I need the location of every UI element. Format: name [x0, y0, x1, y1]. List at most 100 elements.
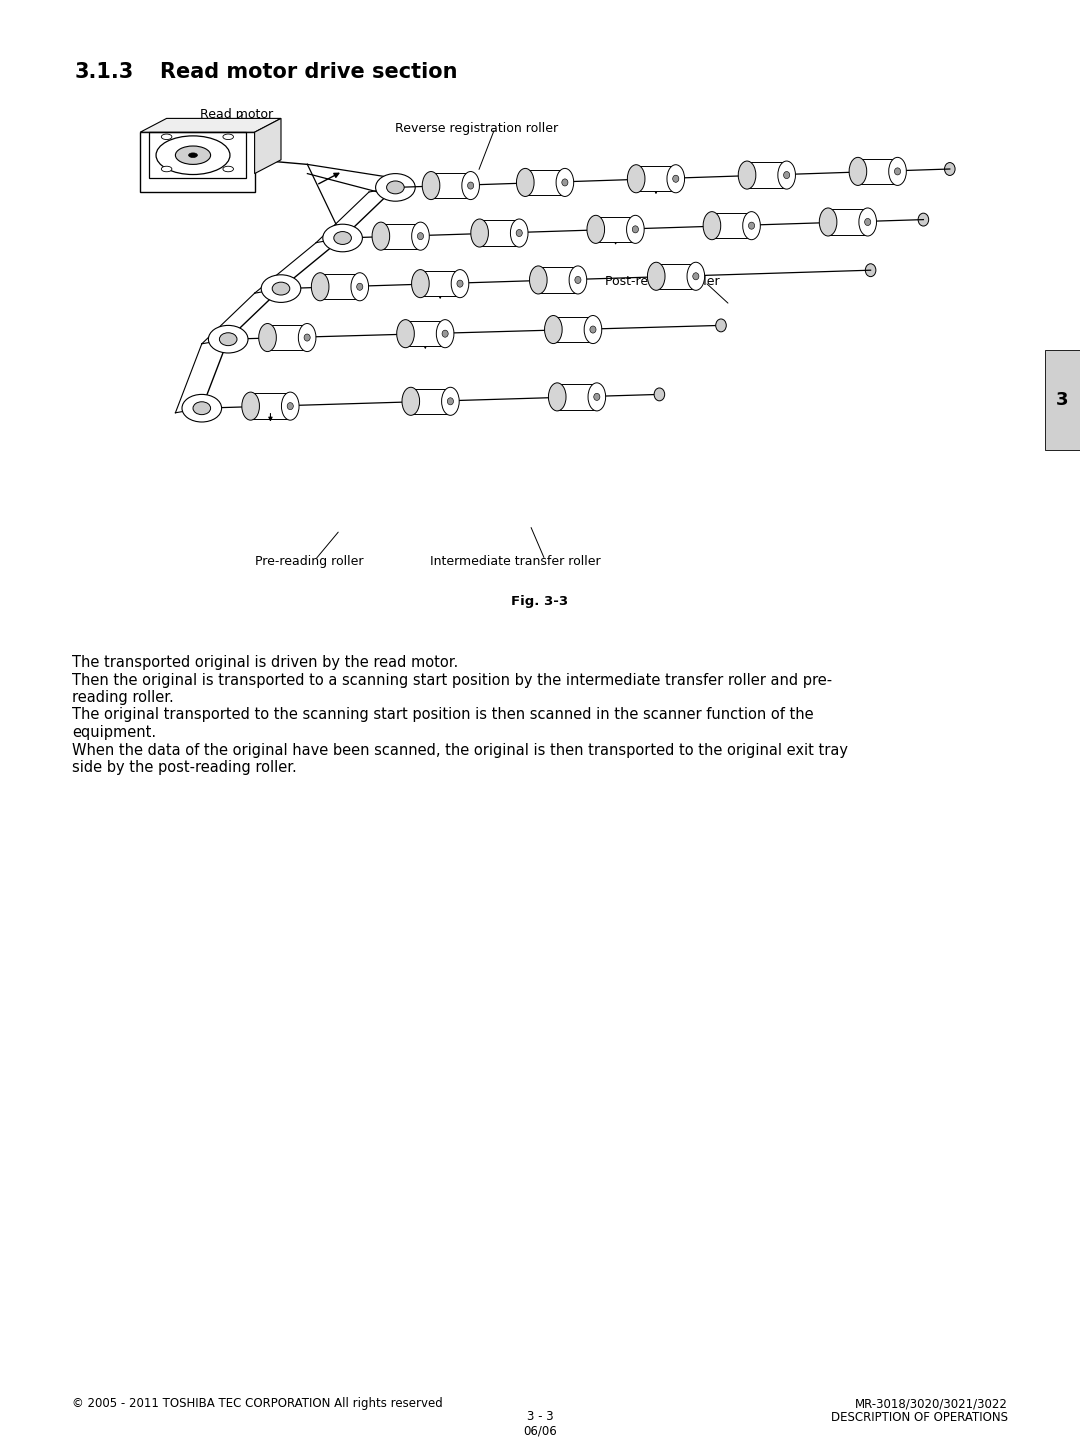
Ellipse shape: [859, 208, 877, 236]
Ellipse shape: [387, 181, 404, 194]
Ellipse shape: [748, 223, 755, 230]
Ellipse shape: [376, 174, 415, 201]
Ellipse shape: [282, 392, 299, 420]
Ellipse shape: [311, 273, 329, 300]
Ellipse shape: [739, 161, 756, 190]
Ellipse shape: [529, 266, 548, 295]
Text: Reverse registration roller: Reverse registration roller: [395, 122, 558, 135]
Ellipse shape: [219, 333, 237, 346]
FancyBboxPatch shape: [405, 320, 445, 346]
Text: 3: 3: [1056, 391, 1069, 410]
Ellipse shape: [411, 270, 429, 297]
Text: Post-reading roller: Post-reading roller: [605, 274, 719, 287]
Ellipse shape: [436, 319, 454, 348]
Ellipse shape: [298, 323, 316, 352]
Ellipse shape: [687, 262, 704, 290]
Ellipse shape: [511, 218, 528, 247]
Bar: [149, 132, 246, 178]
Text: When the data of the original have been scanned, the original is then transporte: When the data of the original have been …: [72, 743, 848, 757]
FancyBboxPatch shape: [320, 274, 360, 299]
Bar: [140, 132, 255, 193]
Ellipse shape: [673, 175, 679, 182]
FancyBboxPatch shape: [538, 267, 578, 293]
FancyBboxPatch shape: [636, 167, 676, 191]
Ellipse shape: [889, 158, 906, 185]
Ellipse shape: [208, 325, 248, 354]
Ellipse shape: [743, 211, 760, 240]
FancyBboxPatch shape: [557, 384, 597, 410]
Text: Then the original is transported to a scanning start position by the intermediat: Then the original is transported to a sc…: [72, 673, 832, 687]
Ellipse shape: [594, 394, 599, 401]
FancyBboxPatch shape: [410, 388, 450, 414]
Ellipse shape: [778, 161, 796, 190]
Ellipse shape: [402, 387, 420, 415]
Ellipse shape: [575, 276, 581, 283]
Ellipse shape: [849, 158, 867, 185]
Ellipse shape: [590, 326, 596, 333]
Ellipse shape: [373, 223, 390, 250]
Text: side by the post-reading roller.: side by the post-reading roller.: [72, 760, 297, 775]
Ellipse shape: [396, 319, 415, 348]
Circle shape: [156, 137, 230, 174]
Ellipse shape: [586, 216, 605, 243]
Text: © 2005 - 2011 TOSHIBA TEC CORPORATION All rights reserved: © 2005 - 2011 TOSHIBA TEC CORPORATION Al…: [72, 1397, 443, 1410]
FancyBboxPatch shape: [420, 272, 460, 296]
FancyBboxPatch shape: [858, 158, 897, 184]
FancyBboxPatch shape: [712, 213, 752, 239]
Circle shape: [161, 167, 172, 172]
FancyBboxPatch shape: [381, 224, 420, 249]
Ellipse shape: [716, 319, 726, 332]
FancyBboxPatch shape: [747, 162, 786, 188]
Ellipse shape: [820, 208, 837, 236]
Circle shape: [175, 147, 211, 164]
Ellipse shape: [462, 171, 480, 200]
Ellipse shape: [584, 316, 602, 343]
Polygon shape: [140, 118, 281, 132]
Circle shape: [222, 134, 233, 139]
Ellipse shape: [323, 224, 363, 251]
Ellipse shape: [457, 280, 463, 287]
Text: Pre-reading roller: Pre-reading roller: [255, 555, 364, 568]
Bar: [1045, 351, 1080, 450]
Ellipse shape: [516, 230, 523, 237]
Text: Read motor: Read motor: [200, 108, 273, 121]
Ellipse shape: [692, 273, 699, 280]
Ellipse shape: [626, 216, 644, 243]
Ellipse shape: [183, 394, 221, 422]
FancyBboxPatch shape: [828, 210, 867, 234]
Ellipse shape: [703, 211, 720, 240]
Ellipse shape: [654, 388, 664, 401]
Text: DESCRIPTION OF OPERATIONS: DESCRIPTION OF OPERATIONS: [831, 1411, 1008, 1424]
Text: The transported original is driven by the read motor.: The transported original is driven by th…: [72, 655, 458, 670]
Ellipse shape: [287, 402, 294, 410]
FancyBboxPatch shape: [596, 217, 635, 241]
Ellipse shape: [193, 402, 211, 415]
Polygon shape: [255, 118, 281, 174]
Ellipse shape: [261, 274, 301, 302]
Circle shape: [161, 134, 172, 139]
Circle shape: [222, 167, 233, 172]
Ellipse shape: [516, 168, 535, 197]
Ellipse shape: [356, 283, 363, 290]
Text: Read motor drive section: Read motor drive section: [160, 62, 458, 82]
Ellipse shape: [272, 282, 289, 295]
Ellipse shape: [588, 382, 606, 411]
Ellipse shape: [305, 333, 310, 341]
FancyBboxPatch shape: [480, 220, 519, 246]
Ellipse shape: [351, 273, 368, 300]
Ellipse shape: [242, 392, 259, 420]
Ellipse shape: [442, 331, 448, 338]
FancyBboxPatch shape: [657, 263, 696, 289]
Text: Intermediate transfer roller: Intermediate transfer roller: [430, 555, 600, 568]
Ellipse shape: [784, 171, 789, 178]
FancyBboxPatch shape: [268, 325, 307, 351]
Ellipse shape: [865, 218, 870, 226]
Ellipse shape: [632, 226, 638, 233]
Ellipse shape: [411, 223, 429, 250]
FancyBboxPatch shape: [251, 394, 291, 418]
Ellipse shape: [549, 382, 566, 411]
Ellipse shape: [627, 165, 645, 193]
Ellipse shape: [647, 262, 665, 290]
Ellipse shape: [667, 165, 685, 193]
Text: MR-3018/3020/3021/3022: MR-3018/3020/3021/3022: [855, 1397, 1008, 1410]
